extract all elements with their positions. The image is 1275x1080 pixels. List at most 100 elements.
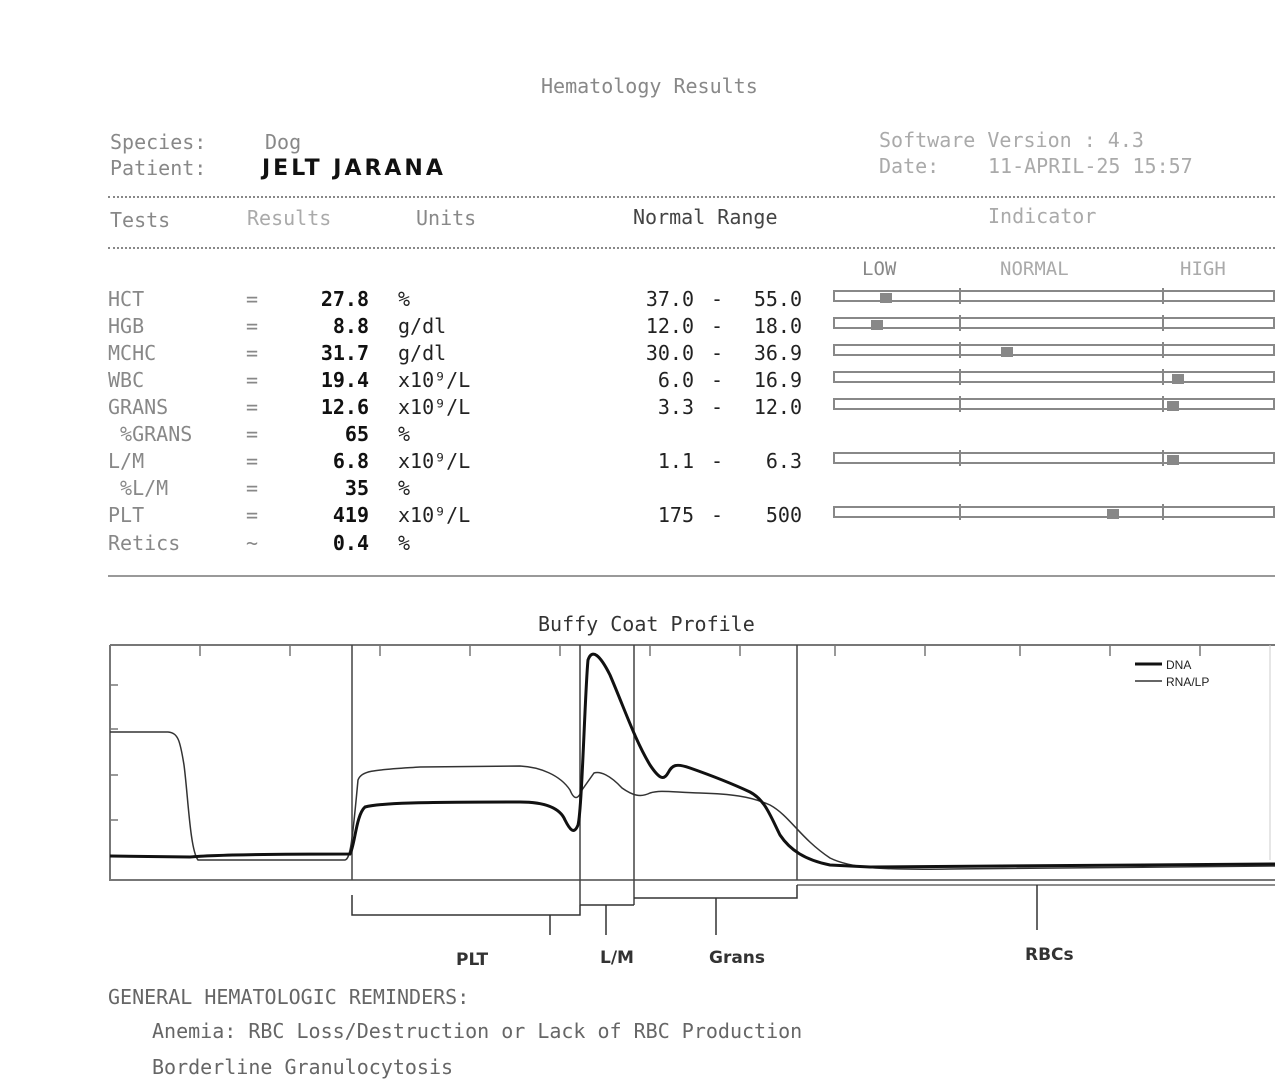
indicator-divider: [959, 288, 961, 304]
table-row: GRANS = 12.6 x10⁹/L 3.3- 12.0: [0, 395, 1275, 421]
indicator-divider: [1162, 450, 1164, 466]
range-dash: -: [711, 314, 724, 338]
range-dash: -: [711, 449, 724, 473]
top-ticks: [199, 645, 1201, 656]
indicator-bar: [833, 315, 1275, 331]
result-value: 19.4: [320, 368, 369, 392]
table-row: %GRANS = 65%: [0, 422, 1275, 448]
table-row: PLT = 419 x10⁹/L 175- 500: [0, 503, 1275, 529]
equals-sign: =: [246, 368, 259, 392]
patient-label: Patient:: [110, 156, 207, 180]
header-units: Units: [416, 206, 477, 230]
range-low: 6.0: [657, 368, 694, 392]
indicator-low-label: LOW: [862, 258, 897, 280]
species-label: Species:: [110, 130, 207, 154]
range-low: 3.3: [657, 395, 694, 419]
indicator-marker: [1107, 509, 1120, 519]
indicator-divider: [959, 369, 961, 385]
header-indicator: Indicator: [988, 204, 1097, 228]
indicator-marker: [870, 320, 883, 330]
species-value: Dog: [265, 130, 302, 154]
equals-sign: =: [246, 476, 259, 500]
table-row: HCT = 27.8% 37.0- 55.0: [0, 287, 1275, 313]
legend-dna-label: DNA: [1166, 658, 1191, 672]
chart-legend: DNA RNA/LP: [1135, 658, 1209, 689]
region-dividers: [351, 645, 798, 905]
test-name: %GRANS: [108, 422, 193, 446]
indicator-divider: [1162, 504, 1164, 520]
region-label-rbcs: RBCs: [1025, 945, 1074, 965]
left-ticks: [110, 684, 118, 821]
range-low: 37.0: [645, 287, 694, 311]
indicator-divider: [959, 315, 961, 331]
test-name: Retics: [108, 531, 181, 555]
range-high: 18.0: [753, 314, 802, 338]
range-high: 6.3: [765, 449, 802, 473]
result-value: 27.8: [320, 287, 369, 311]
indicator-marker: [1001, 347, 1014, 357]
range-high: 12.0: [753, 395, 802, 419]
range-high: 500: [765, 503, 802, 527]
test-name: PLT: [108, 503, 145, 527]
range-dash: -: [711, 395, 724, 419]
table-header-rule: [108, 247, 1275, 249]
unit: x10⁹/L: [398, 368, 471, 392]
equals-sign: =: [246, 449, 259, 473]
table-row: %L/M = 35%: [0, 476, 1275, 502]
indicator-normal-label: NORMAL: [1000, 258, 1069, 280]
result-value: 31.7: [320, 341, 369, 365]
unit: x10⁹/L: [398, 395, 471, 419]
result-value: 65: [344, 422, 369, 446]
indicator-bar: [833, 288, 1275, 304]
result-value: 419: [332, 503, 369, 527]
indicator-marker: [1167, 401, 1180, 411]
indicator-divider: [1162, 342, 1164, 358]
range-dash: -: [711, 287, 724, 311]
unit: g/dl: [398, 314, 447, 338]
indicator-high-label: HIGH: [1180, 258, 1226, 280]
indicator-bar: [833, 396, 1275, 412]
equals-sign: =: [246, 503, 259, 527]
range-low: 1.1: [657, 449, 694, 473]
test-name: MCHC: [108, 341, 157, 365]
range-high: 36.9: [753, 341, 802, 365]
indicator-marker: [1167, 455, 1180, 465]
indicator-divider: [959, 504, 961, 520]
table-row: HGB = 8.8 g/dl 12.0- 18.0: [0, 314, 1275, 340]
table-bottom-rule: [108, 575, 1275, 577]
range-low: 175: [657, 503, 694, 527]
test-name: %L/M: [108, 476, 169, 500]
patient-value: JELT JARANA: [262, 156, 446, 181]
indicator-bar: [833, 342, 1275, 358]
header-range: Normal Range: [633, 205, 778, 229]
test-name: WBC: [108, 368, 145, 392]
equals-sign: =: [246, 422, 259, 446]
unit: %: [398, 531, 411, 555]
chart-frame: [109, 644, 1275, 881]
table-row: L/M = 6.8 x10⁹/L 1.1- 6.3: [0, 449, 1275, 475]
header-rule: [108, 196, 1275, 198]
reminder-item: Anemia: RBC Loss/Destruction or Lack of …: [152, 1019, 803, 1043]
result-value: 35: [344, 476, 369, 500]
indicator-divider: [959, 342, 961, 358]
range-dash: -: [711, 341, 724, 365]
indicator-divider: [959, 396, 961, 412]
unit: x10⁹/L: [398, 449, 471, 473]
unit: x10⁹/L: [398, 503, 471, 527]
header-results: Results: [247, 206, 332, 230]
series-rna-lp-line: [110, 731, 1275, 870]
series-dna-line: [109, 652, 1275, 869]
range-high: 55.0: [753, 287, 802, 311]
equals-sign: =: [246, 395, 259, 419]
region-label-grans: Grans: [709, 948, 766, 968]
range-high: 16.9: [753, 368, 802, 392]
date-value: 11-APRIL-25 15:57: [988, 154, 1193, 178]
region-label-plt: PLT: [456, 950, 489, 970]
report-title: Hematology Results: [541, 74, 758, 98]
legend-rna-label: RNA/LP: [1166, 675, 1209, 689]
indicator-marker: [1171, 374, 1184, 384]
equals-sign: =: [246, 287, 259, 311]
result-value: 0.4: [332, 531, 369, 555]
equals-sign: =: [246, 314, 259, 338]
unit: g/dl: [398, 341, 447, 365]
